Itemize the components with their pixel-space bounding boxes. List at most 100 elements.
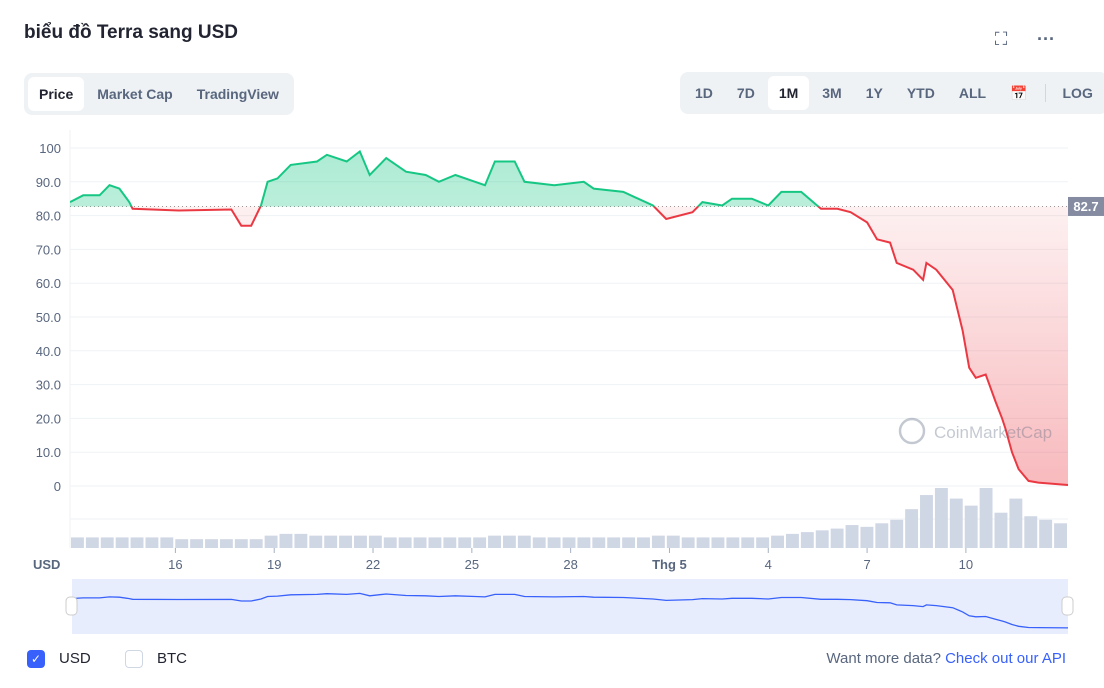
volume-bar <box>756 537 770 548</box>
volume-bar <box>175 539 189 548</box>
price-line-up <box>70 149 820 207</box>
volume-bar <box>368 535 382 548</box>
watermark-text: CoinMarketCap <box>934 423 1052 442</box>
volume-bar <box>934 488 948 548</box>
more-data-text: Want more data? Check out our API <box>826 650 1066 667</box>
y-tick-label: 40.0 <box>36 344 61 359</box>
time-range-tabs: 1D 7D 1M 3M 1Y YTD ALL 📅 LOG <box>680 72 1104 114</box>
volume-bar <box>607 537 621 548</box>
volume-bar <box>339 535 353 548</box>
divider <box>1044 84 1046 102</box>
usd-label: USD <box>59 650 91 667</box>
volume-bar <box>979 488 993 548</box>
volume-bar <box>160 537 174 548</box>
range-3m[interactable]: 3M <box>822 85 842 101</box>
volume-bar <box>890 519 904 548</box>
tab-price[interactable]: Price <box>28 77 85 111</box>
volume-bar <box>85 537 99 548</box>
volume-bar <box>383 537 397 548</box>
volume-bar <box>800 532 814 548</box>
watermark-logo: CoinMarketCap <box>898 417 1052 445</box>
volume-bar <box>354 535 367 548</box>
x-tick-label: 22 <box>366 557 380 572</box>
volume-bar <box>771 535 784 548</box>
y-tick-label: 100 <box>39 141 61 156</box>
tab-tradingview[interactable]: TradingView <box>196 86 279 102</box>
volume-bar <box>815 530 829 548</box>
btc-label: BTC <box>157 650 187 667</box>
x-tick-label: 16 <box>168 557 182 572</box>
volume-bar <box>681 537 695 548</box>
volume-bar <box>115 537 129 548</box>
volume-bar <box>398 537 412 548</box>
api-link[interactable]: Check out our API <box>945 650 1066 667</box>
fullscreen-icon[interactable]: ⛶ <box>994 29 1008 49</box>
volume-bar <box>264 535 278 548</box>
x-tick-label: 19 <box>267 557 281 572</box>
volume-bar <box>219 539 233 548</box>
chart-type-tabs: Price Market Cap TradingView <box>24 73 294 115</box>
y-tick-label: 30.0 <box>36 378 61 393</box>
current-price-badge <box>1068 196 1104 216</box>
volume-bar <box>488 535 501 548</box>
volume-bar <box>443 537 457 548</box>
y-tick-label: 60.0 <box>36 276 61 291</box>
navigator[interactable] <box>72 579 1068 634</box>
volume-bar <box>205 539 218 548</box>
log-toggle[interactable]: LOG <box>1062 85 1093 101</box>
price-area-down <box>70 206 1068 485</box>
range-all[interactable]: ALL <box>958 85 987 101</box>
volume-bar <box>577 537 591 548</box>
tab-market-cap[interactable]: Market Cap <box>97 86 173 102</box>
volume-bar <box>413 537 427 548</box>
volume-bar <box>875 523 889 548</box>
volume-bar <box>517 535 531 548</box>
volume-bar <box>1009 498 1023 548</box>
volume-bar <box>726 537 740 548</box>
price-area-up <box>70 151 819 207</box>
current-price-label: 82.7 <box>1073 199 1098 214</box>
navigator-line <box>69 592 1069 629</box>
volume-bar <box>741 537 755 548</box>
volume-bar <box>309 535 323 548</box>
calendar-icon[interactable]: 📅 <box>1010 85 1028 101</box>
volume-bar <box>294 533 308 548</box>
volume-bar <box>71 537 84 548</box>
range-7d[interactable]: 7D <box>736 85 755 101</box>
volume-bar <box>547 537 561 548</box>
volume-bar <box>249 539 263 548</box>
volume-bar <box>279 533 293 548</box>
more-options-icon[interactable]: ··· <box>1037 29 1055 49</box>
volume-bar <box>1054 523 1067 548</box>
volume-bar <box>905 509 919 548</box>
x-tick-label: Thg 5 <box>652 557 687 572</box>
volume-bar <box>145 537 159 548</box>
btc-checkbox[interactable] <box>125 650 143 668</box>
volume-bar <box>562 537 576 548</box>
usd-checkbox[interactable]: ✓ <box>27 650 45 668</box>
y-tick-label: 0 <box>54 479 61 494</box>
volume-bar <box>637 537 650 548</box>
volume-bar <box>994 512 1008 548</box>
range-ytd[interactable]: YTD <box>906 85 935 101</box>
volume-bar <box>860 526 874 548</box>
volume-bar <box>622 537 636 548</box>
volume-bar <box>592 537 606 548</box>
navigator-right-handle[interactable] <box>1061 596 1074 616</box>
volume-bar <box>845 525 859 548</box>
y-tick-label: 20.0 <box>36 411 61 426</box>
range-1y[interactable]: 1Y <box>865 85 883 101</box>
y-tick-label: 10.0 <box>36 445 61 460</box>
navigator-left-handle[interactable] <box>65 596 78 616</box>
volume-bar <box>190 539 204 548</box>
range-1m[interactable]: 1M <box>767 76 810 110</box>
volume-bar <box>785 533 799 548</box>
volume-bar <box>949 498 963 548</box>
y-tick-label: 70.0 <box>36 242 61 257</box>
volume-bar <box>502 535 516 548</box>
volume-bar <box>830 528 844 548</box>
volume-bar <box>1039 519 1053 548</box>
range-1d[interactable]: 1D <box>695 85 713 101</box>
volume-bar <box>428 537 442 548</box>
price-chart[interactable]: 100 90.0 80.0 70.0 60.0 50.0 40.0 30.0 20.0 10.0 0… <box>0 0 1104 645</box>
